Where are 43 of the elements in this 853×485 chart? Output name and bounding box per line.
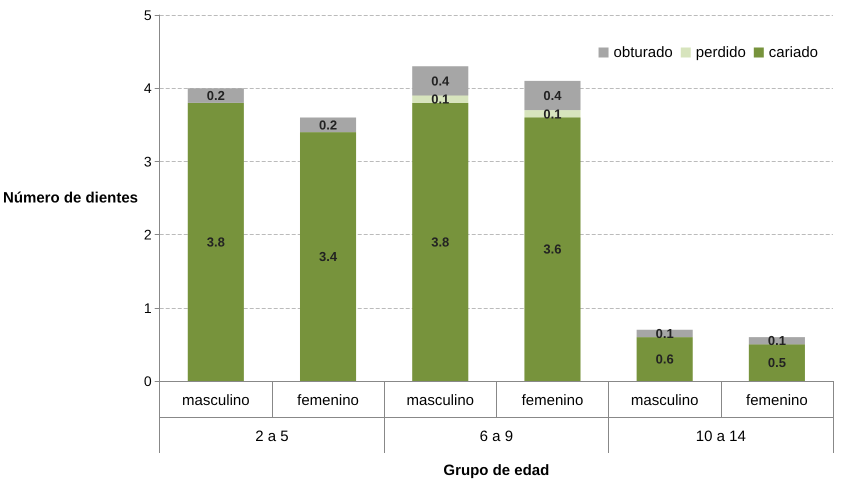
y-tick-label: 4 [144, 80, 152, 96]
bar [188, 102, 244, 381]
data-label: 0.1 [431, 92, 450, 107]
bar [748, 344, 805, 381]
y-axis-title: Número de dientes [3, 190, 138, 206]
data-label: 0.4 [543, 88, 562, 104]
x-axis-title: Grupo de edad [443, 462, 550, 479]
x-tick-label: masculino [630, 392, 698, 409]
y-tick-label: 0 [144, 373, 152, 389]
x-tick-label: masculino [182, 392, 250, 409]
x-tick-label: femenino [297, 392, 359, 409]
bar [412, 66, 468, 96]
bar [188, 88, 244, 103]
y-tick-label: 1 [144, 300, 152, 316]
bar [412, 102, 468, 381]
x-tick-label: masculino [406, 392, 474, 409]
data-label: 3.8 [206, 234, 225, 250]
bar [524, 80, 581, 110]
y-tick-label: 2 [144, 226, 152, 243]
bar [636, 337, 693, 381]
data-label: 0.1 [768, 333, 786, 348]
x-tick-label: femenino [522, 392, 584, 409]
text: 6 a 9 [480, 428, 514, 445]
data-label: 3.4 [319, 249, 338, 264]
x-tick-label: femenino [746, 392, 808, 409]
legend-label: perdido [696, 44, 746, 61]
data-label: 3.8 [431, 234, 450, 250]
data-label: 0.6 [656, 352, 674, 367]
data-label: 3.6 [543, 242, 562, 257]
legend-label: obturado [614, 44, 673, 61]
data-label: 0.2 [319, 117, 338, 132]
bar [300, 132, 356, 381]
y-tick-label: 3 [144, 153, 152, 170]
text: 10 a 14 [696, 428, 746, 445]
data-label: 0.1 [656, 326, 674, 341]
data-label: 0.4 [431, 73, 450, 88]
data-label: 0.2 [206, 88, 225, 104]
bar [524, 117, 581, 381]
y-tick-label: 5 [144, 7, 152, 23]
data-label: 0.1 [543, 106, 562, 122]
legend-label: cariado [768, 44, 818, 61]
text: 2 a 5 [255, 428, 289, 445]
data-label: 0.5 [768, 355, 786, 370]
